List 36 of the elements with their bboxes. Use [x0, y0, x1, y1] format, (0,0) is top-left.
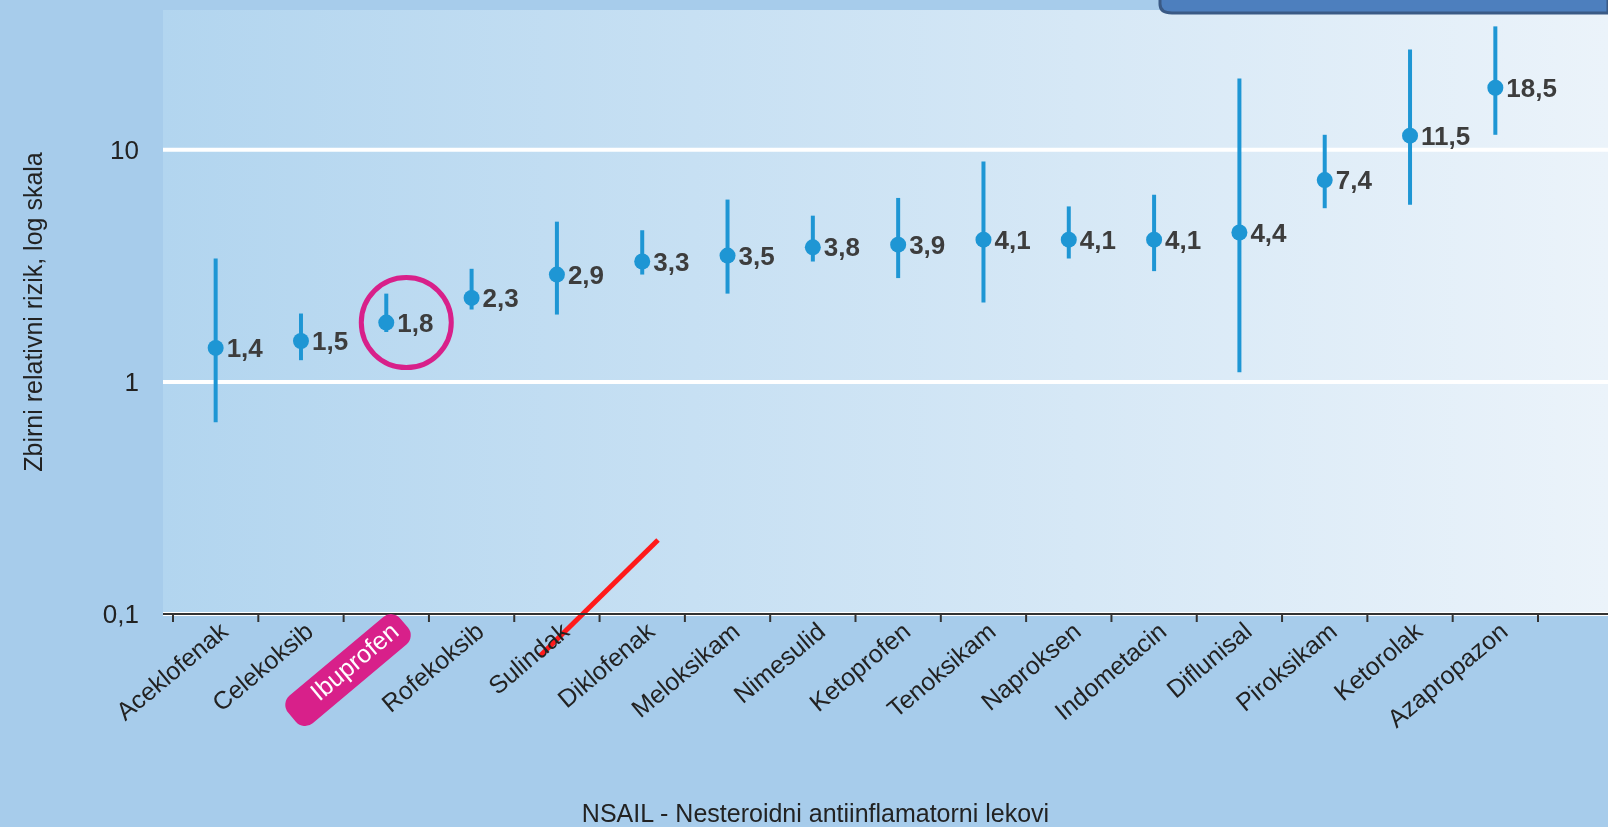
data-label: 3,5: [738, 240, 775, 271]
point: [804, 239, 821, 256]
point: [1146, 231, 1163, 248]
data-label: 3,3: [653, 246, 690, 277]
point: [1316, 172, 1333, 189]
point: [719, 247, 736, 264]
data-label: 3,8: [823, 232, 860, 263]
data-label: 1,5: [311, 326, 349, 356]
data-label: 2,9: [567, 259, 605, 290]
point: [975, 231, 992, 248]
point: [463, 289, 480, 306]
data-label: 4,1: [994, 224, 1031, 255]
data-label: 18,5: [1506, 72, 1557, 103]
data-label: 4,1: [1165, 224, 1202, 255]
point: [1487, 79, 1504, 96]
point: [1060, 231, 1077, 248]
point: [1231, 224, 1248, 241]
point: [548, 266, 565, 283]
data-label: 2,3: [482, 282, 519, 313]
y-axis-title: Zbirni relativni rizik, log skala: [19, 152, 47, 472]
data-label: 1,4: [226, 332, 264, 363]
point: [292, 333, 309, 349]
data-label: 7,4: [1335, 165, 1373, 196]
y-tick-label: 1: [124, 366, 139, 397]
x-axis-title: NSAIL - Nesteroidni antiinflamatorni lekovi: [581, 799, 1050, 827]
point: [1402, 127, 1419, 144]
point: [634, 253, 651, 270]
point: [890, 236, 907, 253]
data-label: 1,8: [397, 307, 434, 338]
data-label: 3,9: [909, 229, 946, 260]
data-label: 4,1: [1079, 224, 1116, 255]
point: [378, 314, 395, 331]
data-label: 4,4: [1250, 217, 1288, 248]
point: [207, 339, 224, 356]
data-label: 11,5: [1421, 120, 1471, 151]
y-tick-label: 10: [110, 134, 139, 165]
